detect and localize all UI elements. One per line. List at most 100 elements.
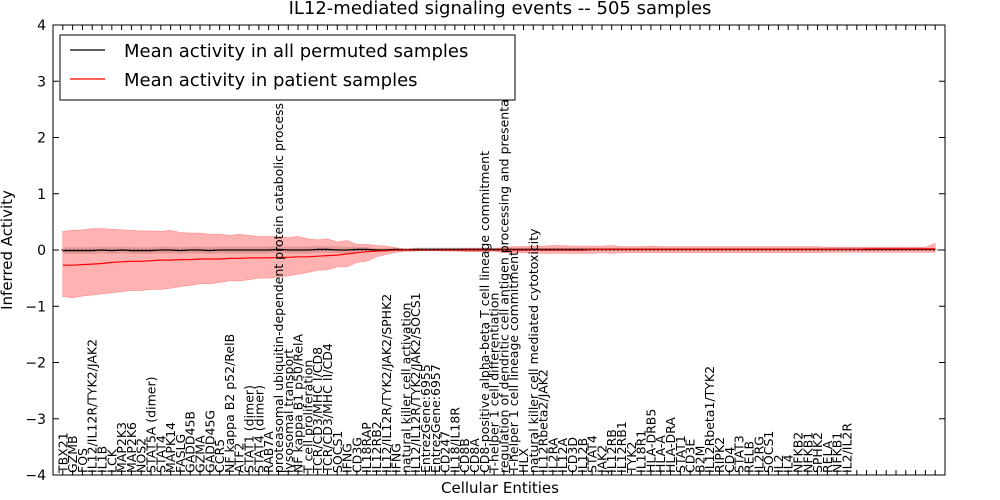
x-category-label: regulation of dendritic cell antigen pro…	[496, 75, 511, 473]
x-category-label: GZMA	[193, 435, 208, 473]
x-category-label: IL12B	[575, 438, 590, 473]
x-category-label: IL2	[771, 454, 786, 473]
x-category-label: SPHK2	[810, 432, 825, 473]
y-tick-label: 1	[37, 187, 46, 203]
x-category-label: IL12RB1	[614, 421, 629, 473]
x-category-label: EntrezGene:6957	[428, 364, 443, 473]
x-category-label: GADD45G	[202, 410, 217, 473]
x-category-label: T-helper 1 cell differentiation	[487, 293, 502, 474]
y-tick-label: −4	[25, 468, 46, 484]
legend-label-permuted: Mean activity in all permuted samples	[124, 41, 468, 62]
x-axis-label: Cellular Entities	[441, 479, 559, 497]
x-category-label: IFNG	[340, 443, 355, 473]
x-category-label: STAT4	[153, 435, 168, 473]
x-category-label: IL12/IL12R/TYK2/JAK2/SOCS1	[408, 292, 423, 473]
x-category-label: CD4	[722, 447, 737, 473]
x-category-label: IL2RG	[751, 436, 766, 473]
x-category-label: GADD45B	[183, 411, 198, 473]
patient-confidence-band	[62, 228, 936, 299]
x-category-label: proteasomal ubiquitin-dependent protein …	[271, 103, 286, 473]
x-category-label: STAT4 (dimer)	[251, 385, 266, 473]
x-category-label: RELA	[820, 440, 835, 473]
x-category-label: GZMB	[65, 435, 80, 473]
x-category-label: IL18R1	[634, 430, 649, 473]
x-category-label: CD8B	[457, 438, 472, 473]
y-tick-label: −2	[25, 356, 46, 372]
x-category-label: STAT3	[732, 435, 747, 473]
x-category-label: HLA-A	[653, 435, 668, 473]
x-category-label: STAT1 (dimer)	[242, 385, 257, 473]
x-category-label: IL4	[781, 454, 796, 473]
x-category-label: NF kappa B1 p50/RelA	[291, 334, 306, 474]
plot-area: −4−3−2−101234TBX21GZMBFOSIL12/IL12R/TYK2…	[25, 18, 946, 484]
x-category-label: IL18/IL18R	[447, 407, 462, 473]
x-category-label: MAP2K6	[124, 422, 139, 473]
y-axis-label: Inferred Activity	[0, 190, 16, 310]
chart-title: IL12-mediated signaling events -- 505 sa…	[289, 0, 712, 19]
y-tick-label: −3	[25, 412, 46, 428]
x-category-label: TCR/CD3/MHC I/CD8	[310, 347, 325, 474]
x-category-label: CD3E	[683, 439, 698, 473]
x-category-label: SOCS1	[330, 431, 345, 473]
x-category-label: IL12RB	[604, 429, 619, 473]
x-category-label: LCK	[104, 448, 119, 473]
x-category-label: STAT1	[673, 435, 688, 473]
y-tick-label: −1	[25, 299, 46, 315]
y-tick-label: 0	[37, 243, 46, 259]
x-category-label: IFNG	[389, 443, 404, 473]
x-category-label: IL18RAP	[359, 422, 374, 473]
x-category-label: STAT5A (dimer)	[144, 377, 159, 473]
legend: Mean activity in all permuted samples Me…	[59, 34, 516, 101]
x-category-label: RAB7A	[261, 431, 276, 473]
x-category-label: TCR/CD3/MHC II/CD4	[320, 343, 335, 474]
x-category-label: CD247	[438, 431, 453, 473]
x-category-label: NF kappa B2 p52/RelB	[222, 334, 237, 473]
x-category-label: FOS	[75, 448, 90, 473]
x-category-label: FASLG	[173, 434, 188, 473]
x-category-label: IL2RA	[545, 437, 560, 473]
legend-label-patient: Mean activity in patient samples	[124, 70, 418, 91]
x-category-label: MAPK14	[163, 422, 178, 473]
x-category-label: HLA-DRB5	[643, 409, 658, 473]
x-category-label: ATF2	[232, 443, 247, 473]
x-category-label: CD3G	[349, 437, 364, 473]
x-category-label: EntrezGene:6955	[418, 364, 433, 473]
y-tick-label: 2	[37, 131, 46, 147]
y-tick-label: 3	[37, 74, 46, 90]
x-category-label: STAT4	[585, 435, 600, 473]
x-category-label: NOS2	[134, 438, 149, 473]
x-category-label: MAP2K3	[114, 422, 129, 473]
x-category-label: HLA-DRA	[663, 417, 678, 473]
x-category-label: SOCS1	[761, 431, 776, 473]
x-category-label: NFKB1	[830, 432, 845, 473]
x-category-label: T cell proliferation	[300, 360, 315, 474]
x-category-label: CD8A	[467, 438, 482, 473]
x-category-label: CD8-positive alpha-beta T cell lineage c…	[477, 151, 492, 473]
x-category-label: JAK2	[594, 445, 609, 474]
x-category-label: RIPK2	[712, 437, 727, 473]
x-category-label: RELB	[742, 441, 757, 473]
x-category-label: IL12A	[555, 437, 570, 473]
y-tick-label: 4	[37, 18, 46, 34]
x-category-label: IL12/IL12R/TYK2/JAK2/SPHK2	[379, 294, 394, 473]
x-category-label: IL12/IL12R/TYK2/JAK2	[85, 339, 100, 473]
x-category-label: IL2/IL2R	[840, 423, 855, 473]
x-category-label: TBX21	[55, 432, 70, 474]
x-category-label: IL12Rbeta1/TYK2	[702, 366, 717, 473]
x-category-label: CD3D	[565, 437, 580, 473]
x-category-label: HLX	[516, 448, 531, 473]
x-category-label: IL1B	[95, 446, 110, 473]
x-category-label: NFKB1	[800, 432, 815, 473]
x-category-label: CCR5	[212, 439, 227, 473]
x-category-label: lysosomal transport	[281, 349, 296, 473]
x-category-label: IL12Rbeta2/JAK2	[536, 369, 551, 473]
x-category-label: NFKB2	[791, 432, 806, 473]
x-category-label: IL12RB2	[369, 421, 384, 473]
x-category-label: natural killer cell activation	[398, 303, 413, 474]
legend-box	[59, 34, 516, 101]
x-category-label: T-helper 1 cell lineage commitment	[506, 251, 521, 474]
x-category-label: TYK2	[624, 442, 639, 474]
x-category-label: B2M	[692, 446, 707, 473]
x-category-label: natural killer cell mediated cytotoxicit…	[526, 228, 541, 473]
